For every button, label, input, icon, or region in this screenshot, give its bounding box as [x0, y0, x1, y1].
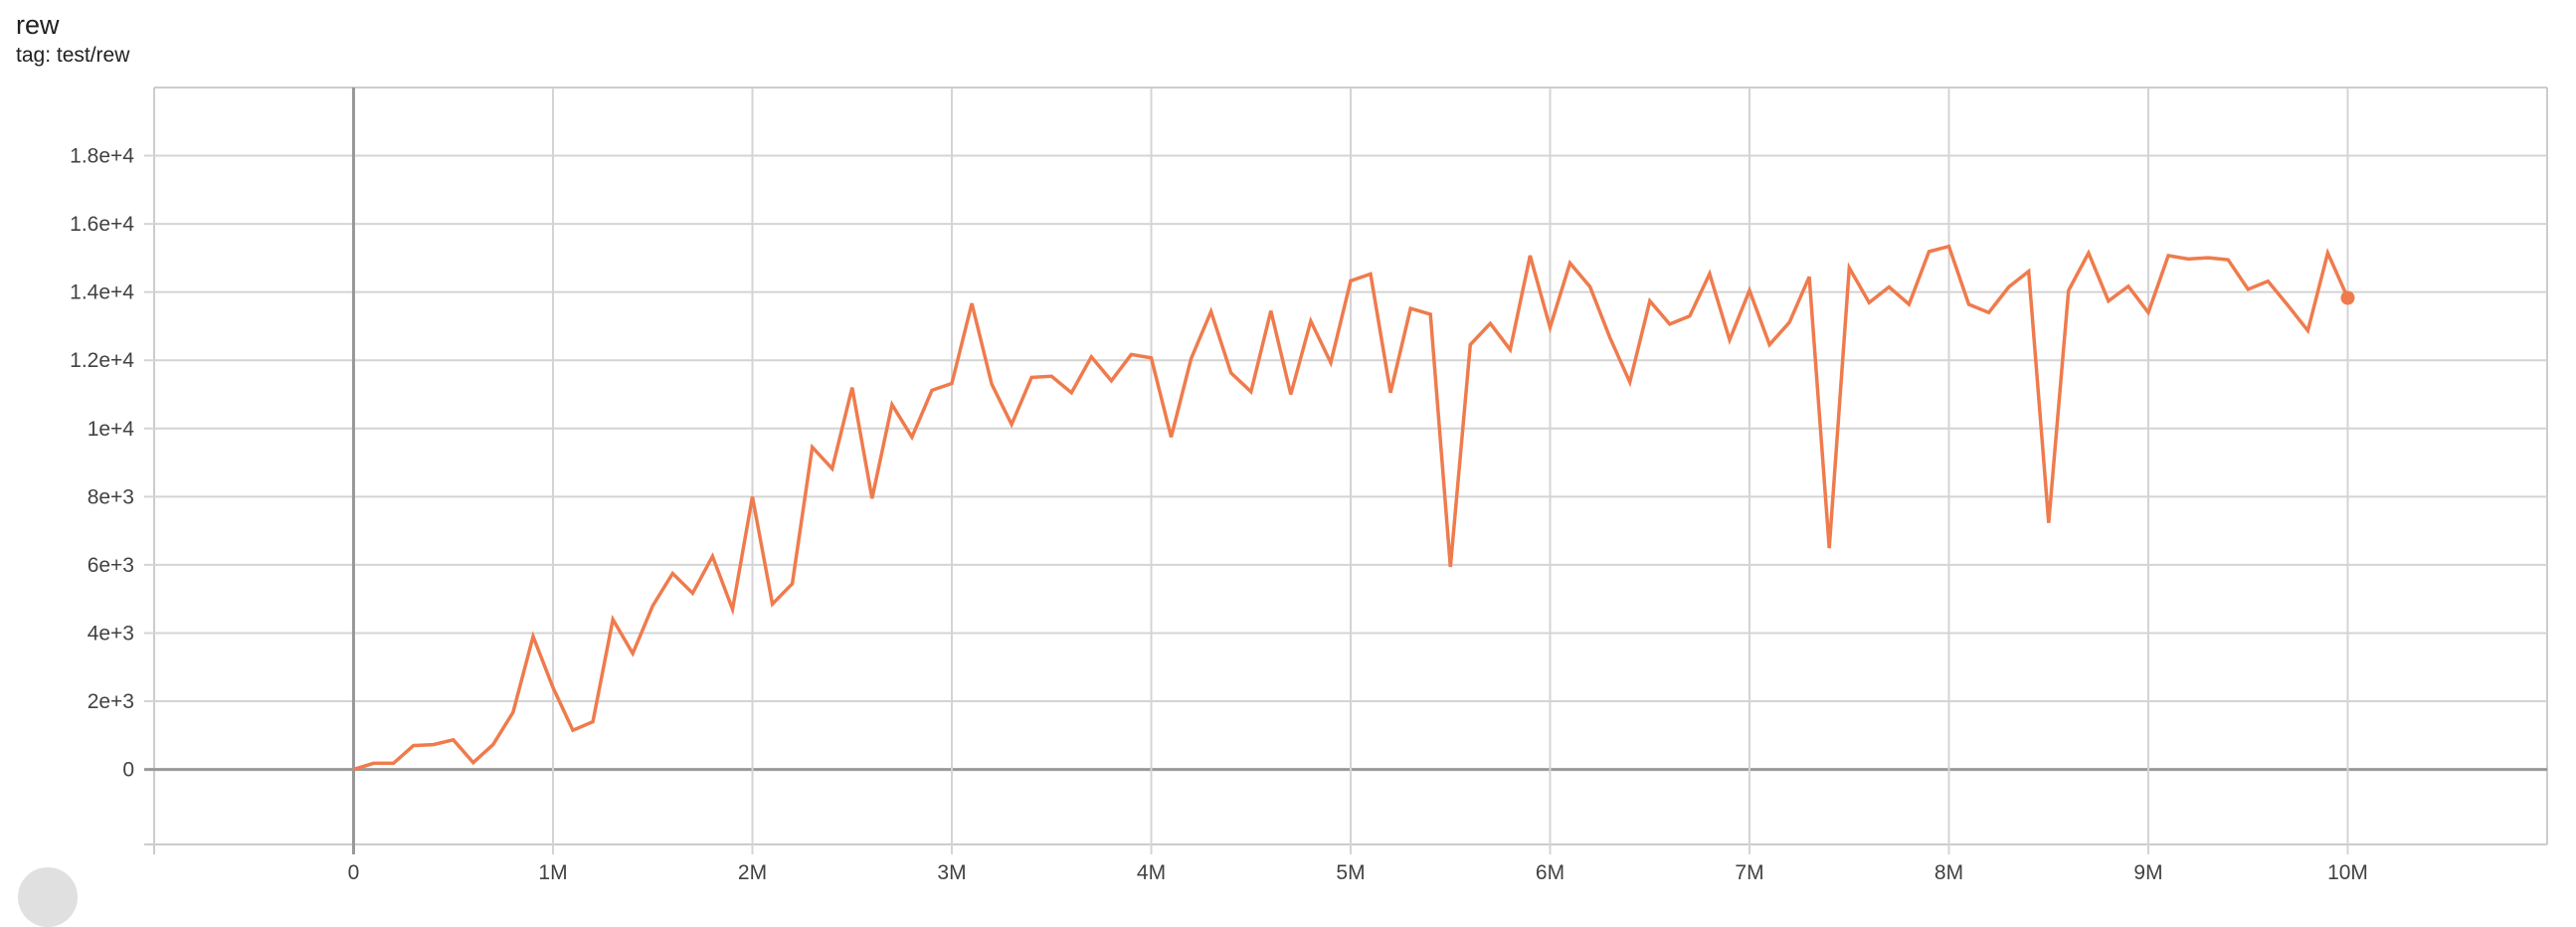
- y-tick-label: 1e+4: [88, 418, 135, 441]
- y-tick-label: 1.4e+4: [70, 281, 134, 304]
- y-tick-label: 1.8e+4: [70, 145, 134, 168]
- y-tick-label: 2e+3: [88, 690, 134, 713]
- action-button[interactable]: [18, 867, 78, 927]
- x-tick-label: 6M: [1536, 861, 1564, 884]
- x-tick-label: 9M: [2133, 861, 2162, 884]
- x-tick-label: 8M: [1934, 861, 1963, 884]
- y-tick-label: 6e+3: [88, 554, 134, 577]
- y-tick-label: 8e+3: [88, 485, 134, 508]
- line-chart: 0 1M 2M 3M 4M 5M 6M 7M 8M 9M 10M 0 2e+3 4e+3 6e+3 8e+3…: [0, 0, 2576, 897]
- y-tick-label: 1.2e+4: [70, 349, 134, 372]
- x-tick-labels: 0 1M 2M 3M 4M 5M 6M 7M 8M 9M 10M: [348, 861, 2368, 884]
- x-tick-label: 7M: [1735, 861, 1763, 884]
- x-tick-label: 2M: [738, 861, 767, 884]
- y-tick-label: 4e+3: [88, 622, 134, 645]
- last-point-marker: [2341, 291, 2355, 305]
- grid-lines: [144, 88, 2547, 854]
- x-tick-label: 3M: [937, 861, 966, 884]
- y-tick-label: 0: [122, 759, 134, 782]
- series-layer: [353, 247, 2354, 770]
- x-tick-label: 1M: [538, 861, 567, 884]
- x-tick-label: 0: [348, 861, 360, 884]
- y-tick-labels: 0 2e+3 4e+3 6e+3 8e+3 1e+4 1.2e+4 1.4e+4 1.6e+4 1…: [70, 145, 134, 782]
- x-tick-label: 10M: [2327, 861, 2368, 884]
- x-tick-label: 5M: [1336, 861, 1365, 884]
- x-tick-label: 4M: [1137, 861, 1166, 884]
- y-tick-label: 1.6e+4: [70, 213, 134, 236]
